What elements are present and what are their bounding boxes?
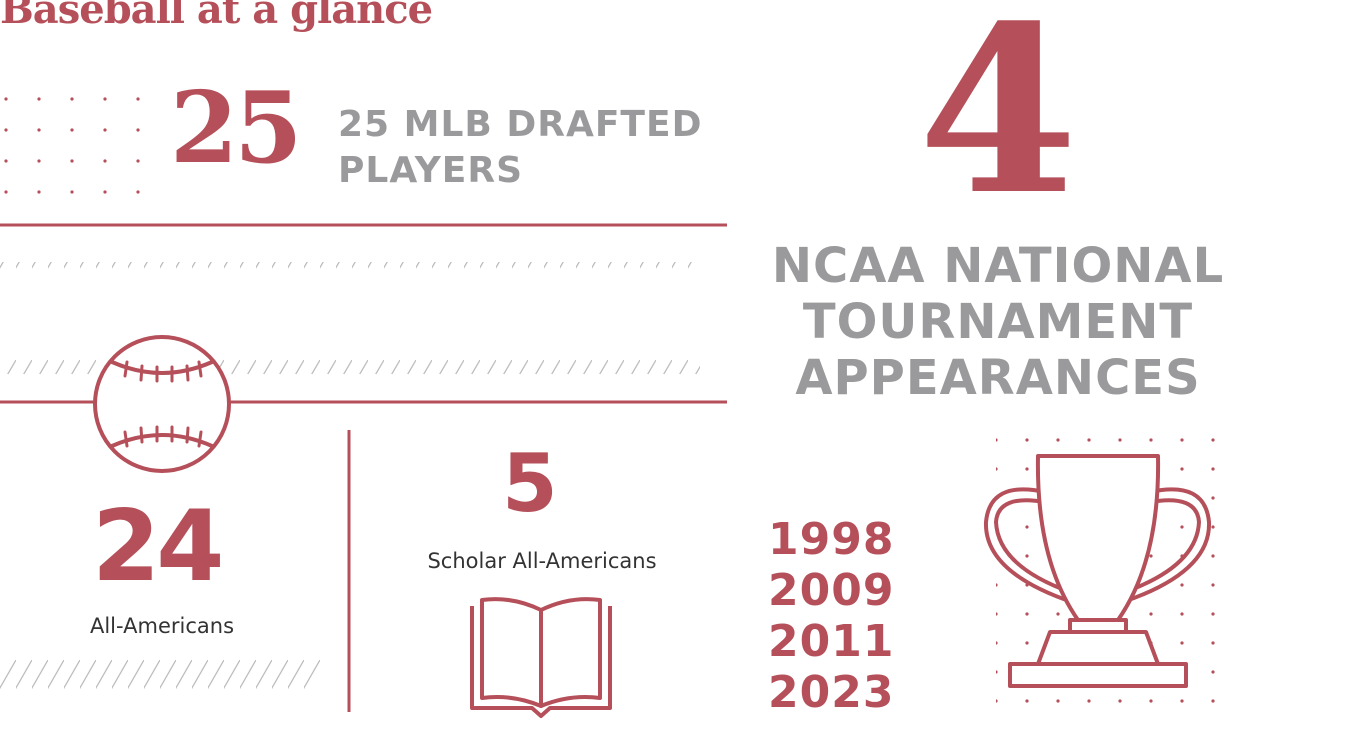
stat-drafted-label-line1: 25 MLB DRAFTED (338, 104, 703, 145)
stat-scholar-number: 5 (502, 437, 558, 530)
stat-all-americans-number: 24 (92, 490, 224, 604)
page-title: Baseball at a glance (0, 0, 433, 33)
stat-ncaa-label-line1: NCAA NATIONAL (771, 238, 1225, 294)
stat-ncaa-number: 4 (918, 0, 1079, 246)
tournament-year: 2011 (768, 616, 895, 667)
stat-ncaa-label: NCAA NATIONAL TOURNAMENT APPEARANCES (730, 238, 1266, 406)
stat-scholar-label: Scholar All-Americans (427, 549, 657, 573)
hatch-band-top (0, 262, 700, 374)
hatch-band-bottom (0, 660, 320, 722)
stat-drafted-label-line2: PLAYERS (338, 150, 524, 191)
tournament-year: 2023 (768, 667, 895, 718)
stat-ncaa-label-line3: APPEARANCES (795, 350, 1201, 406)
trophy-icon (983, 454, 1212, 688)
stat-all-americans-label: All-Americans (89, 614, 235, 638)
open-book-icon (470, 597, 612, 718)
stat-drafted-label: 25 MLB DRAFTED PLAYERS (338, 102, 702, 194)
stat-ncaa-label-line2: TOURNAMENT (802, 294, 1194, 350)
tournament-years-list: 1998 2009 2011 2023 (768, 514, 894, 718)
baseball-icon (93, 335, 231, 473)
tournament-year: 1998 (768, 514, 895, 565)
tournament-year: 2009 (768, 565, 895, 616)
dot-grid-left (4, 92, 140, 194)
stat-drafted-number: 25 (170, 71, 302, 186)
